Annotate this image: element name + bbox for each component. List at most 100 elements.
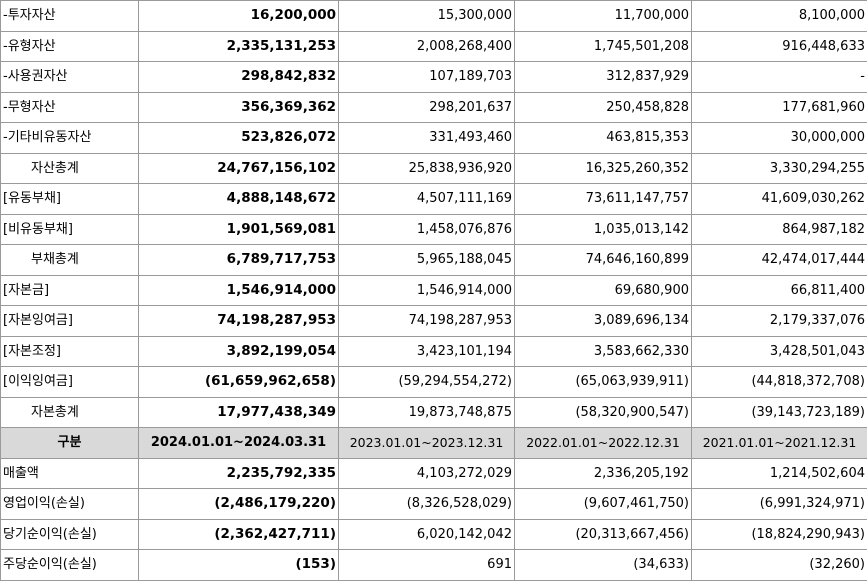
value-cell: 312,837,929: [514, 61, 692, 93]
table-row: [유동부채] 4,888,148,672 4,507,111,169 73,611,1…: [0, 183, 867, 215]
value-cell: 3,892,199,054: [138, 335, 339, 367]
value-cell: 17,977,438,349: [138, 396, 339, 428]
value-cell: 864,987,182: [691, 213, 867, 245]
value-cell: 356,369,362: [138, 91, 339, 123]
row-label: [이익잉여금]: [0, 366, 139, 398]
value-cell: 19,873,748,875: [338, 396, 515, 428]
value-cell: 177,681,960: [691, 91, 867, 123]
value-cell: 74,198,287,953: [338, 305, 515, 337]
value-cell: (58,320,900,547): [514, 396, 692, 428]
value-cell: 6,789,717,753: [138, 244, 339, 276]
value-cell: (18,824,290,943): [691, 518, 867, 550]
value-cell: 2,008,268,400: [338, 30, 515, 62]
row-label: 당기순이익(손실): [0, 518, 139, 550]
value-cell: 2,235,792,335: [138, 457, 339, 489]
table-row: 당기순이익(손실) (2,362,427,711) 6,020,142,042 (20…: [0, 518, 867, 550]
table-row: [이익잉여금] (61,659,962,658) (59,294,554,272)(…: [0, 366, 867, 398]
value-cell: 463,815,353: [514, 122, 692, 154]
value-cell: 331,493,460: [338, 122, 515, 154]
row-label: 주당순이익(손실): [0, 549, 139, 581]
value-cell: 1,214,502,604: [691, 457, 867, 489]
value-cell: 1,745,501,208: [514, 30, 692, 62]
value-cell: 8,100,000: [691, 0, 867, 32]
value-cell: 6,020,142,042: [338, 518, 515, 550]
table-row: 자산총계 24,767,156,102 25,838,936,920 16,325,2…: [0, 152, 867, 184]
row-label: [자본잉여금]: [0, 305, 139, 337]
value-cell: -: [691, 61, 867, 93]
period-header: 2021.01.01~2021.12.31: [691, 427, 867, 459]
value-cell: 74,646,160,899: [514, 244, 692, 276]
period-header: 2022.01.01~2022.12.31: [514, 427, 692, 459]
row-label: [유동부채]: [0, 183, 139, 215]
value-cell: 4,103,272,029: [338, 457, 515, 489]
header-row: 구분 2024.01.01~2024.03.31 2023.01.01~2023.1…: [0, 427, 867, 459]
value-cell: 3,428,501,043: [691, 335, 867, 367]
row-label: -사용권자산: [0, 61, 139, 93]
value-cell: 15,300,000: [338, 0, 515, 32]
row-label: -무형자산: [0, 91, 139, 123]
value-cell: (8,326,528,029): [338, 488, 515, 520]
table-row: [자본금] 1,546,914,000 1,546,914,000 69,680,90…: [0, 274, 867, 306]
value-cell: 42,474,017,444: [691, 244, 867, 276]
table-row: -무형자산 356,369,362 298,201,637 250,458,828 17…: [0, 91, 867, 123]
row-label: -유형자산: [0, 30, 139, 62]
header-label: 구분: [0, 427, 139, 459]
value-cell: (6,991,324,971): [691, 488, 867, 520]
value-cell: 41,609,030,262: [691, 183, 867, 215]
value-cell: 11,700,000: [514, 0, 692, 32]
value-cell: (32,260): [691, 549, 867, 581]
table-row: -사용권자산 298,842,832 107,189,703 312,837,929-: [0, 61, 867, 93]
value-cell: (2,486,179,220): [138, 488, 339, 520]
table-row: [자본조정] 3,892,199,054 3,423,101,194 3,583,66…: [0, 335, 867, 367]
period-header: 2023.01.01~2023.12.31: [338, 427, 515, 459]
value-cell: 250,458,828: [514, 91, 692, 123]
value-cell: 73,611,147,757: [514, 183, 692, 215]
row-label: 매출액: [0, 457, 139, 489]
value-cell: 2,335,131,253: [138, 30, 339, 62]
value-cell: (61,659,962,658): [138, 366, 339, 398]
value-cell: 1,458,076,876: [338, 213, 515, 245]
value-cell: 1,546,914,000: [138, 274, 339, 306]
row-label: 자본총계: [0, 396, 139, 428]
value-cell: 74,198,287,953: [138, 305, 339, 337]
value-cell: (59,294,554,272): [338, 366, 515, 398]
table-row: 자본총계 17,977,438,349 19,873,748,875 (58,320,…: [0, 396, 867, 428]
table-row: 영업이익(손실) (2,486,179,220) (8,326,528,029) (9…: [0, 488, 867, 520]
value-cell: 30,000,000: [691, 122, 867, 154]
value-cell: 523,826,072: [138, 122, 339, 154]
value-cell: 4,507,111,169: [338, 183, 515, 215]
value-cell: 16,200,000: [138, 0, 339, 32]
value-cell: 298,201,637: [338, 91, 515, 123]
value-cell: 24,767,156,102: [138, 152, 339, 184]
period-header: 2024.01.01~2024.03.31: [138, 427, 339, 459]
value-cell: 107,189,703: [338, 61, 515, 93]
value-cell: (2,362,427,711): [138, 518, 339, 550]
value-cell: 2,179,337,076: [691, 305, 867, 337]
value-cell: 916,448,633: [691, 30, 867, 62]
value-cell: 691: [338, 549, 515, 581]
table-row: -기타비유동자산 523,826,072 331,493,460 463,815,35…: [0, 122, 867, 154]
table-row: 부채총계 6,789,717,753 5,965,188,045 74,646,160…: [0, 244, 867, 276]
value-cell: (65,063,939,911): [514, 366, 692, 398]
value-cell: 1,035,013,142: [514, 213, 692, 245]
table-row: 매출액 2,235,792,335 4,103,272,029 2,336,205,1…: [0, 457, 867, 489]
row-label: [비유동부채]: [0, 213, 139, 245]
value-cell: (39,143,723,189): [691, 396, 867, 428]
value-cell: 16,325,260,352: [514, 152, 692, 184]
value-cell: 25,838,936,920: [338, 152, 515, 184]
value-cell: 3,089,696,134: [514, 305, 692, 337]
table-row: [비유동부채] 1,901,569,081 1,458,076,876 1,035,0…: [0, 213, 867, 245]
value-cell: (153): [138, 549, 339, 581]
value-cell: 1,901,569,081: [138, 213, 339, 245]
value-cell: (44,818,372,708): [691, 366, 867, 398]
row-label: [자본금]: [0, 274, 139, 306]
row-label: -기타비유동자산: [0, 122, 139, 154]
row-label: 영업이익(손실): [0, 488, 139, 520]
value-cell: (34,633): [514, 549, 692, 581]
value-cell: 2,336,205,192: [514, 457, 692, 489]
value-cell: 3,330,294,255: [691, 152, 867, 184]
value-cell: (20,313,667,456): [514, 518, 692, 550]
table-row: 주당순이익(손실) (153) 691 (34,633) (32,260): [0, 549, 867, 581]
